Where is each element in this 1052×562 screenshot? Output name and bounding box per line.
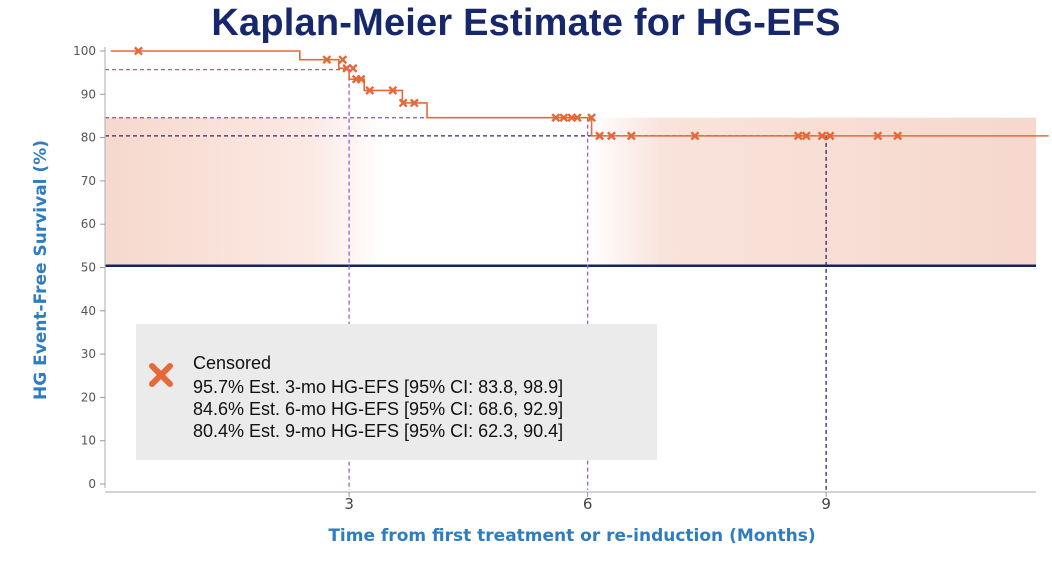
censored-marker	[825, 131, 835, 141]
legend-row-6mo: 84.6% Est. 6-mo HG-EFS [95% CI: 68.6, 92…	[193, 399, 564, 419]
legend-row-9mo: 80.4% Est. 9-mo HG-EFS [95% CI: 62.3, 90…	[193, 421, 564, 441]
chart-title: Kaplan-Meier Estimate for HG-EFS	[211, 2, 841, 44]
x-tick-label-9: 9	[821, 495, 831, 513]
censored-marker	[356, 74, 366, 84]
censored-marker	[690, 131, 700, 141]
x-tick-label-3: 3	[344, 495, 354, 513]
censored-marker	[559, 113, 569, 123]
censored-marker	[817, 131, 827, 141]
legend: Censored 95.7% Est. 3-mo HG-EFS [95% CI:…	[136, 324, 657, 460]
y-tick-label-30: 30	[81, 347, 96, 361]
y-tick-label-90: 90	[81, 87, 96, 101]
y-axis-label: HG Event-Free Survival (%)	[31, 140, 51, 400]
y-tick-label-10: 10	[81, 434, 96, 448]
censored-marker	[587, 113, 597, 123]
km-survival-curve	[110, 50, 1049, 137]
censored-marker	[607, 131, 616, 141]
censored-marker	[893, 131, 903, 141]
censored-marker	[801, 131, 811, 141]
censored-marker	[348, 63, 358, 73]
y-tick-label-100: 100	[73, 44, 96, 58]
censored-marker	[409, 98, 419, 108]
censored-marker	[793, 131, 803, 141]
y-tick-label-40: 40	[81, 304, 96, 318]
censored-marker	[551, 113, 561, 123]
cross-icon	[149, 363, 173, 387]
legend-censored-label: Censored	[193, 353, 272, 373]
y-tick-label-0: 0	[88, 477, 96, 491]
censored-marker	[626, 131, 636, 141]
y-tick-label-50: 50	[81, 261, 96, 275]
y-tick-label-20: 20	[81, 390, 96, 404]
censored-marker	[322, 55, 332, 65]
x-tick-label-6: 6	[583, 495, 593, 513]
x-axis-label: Time from first treatment or re-inductio…	[328, 526, 815, 546]
legend-rows: 95.7% Est. 3-mo HG-EFS [95% CI: 83.8, 98…	[193, 376, 563, 442]
censored-marker	[365, 85, 375, 95]
censored-marker	[338, 55, 348, 65]
censored-marker	[133, 46, 143, 56]
censored-marker	[398, 98, 408, 108]
legend-row-3mo: 95.7% Est. 3-mo HG-EFS [95% CI: 83.8, 98…	[193, 377, 564, 397]
confidence-band	[105, 117, 1036, 266]
y-tick-label-80: 80	[81, 131, 96, 145]
censored-marker	[388, 85, 398, 95]
y-tick-label-70: 70	[81, 174, 96, 188]
censored-marker	[572, 113, 582, 123]
censored-marker	[595, 131, 604, 141]
censored-marker	[873, 131, 883, 141]
y-tick-label-60: 60	[81, 217, 96, 231]
